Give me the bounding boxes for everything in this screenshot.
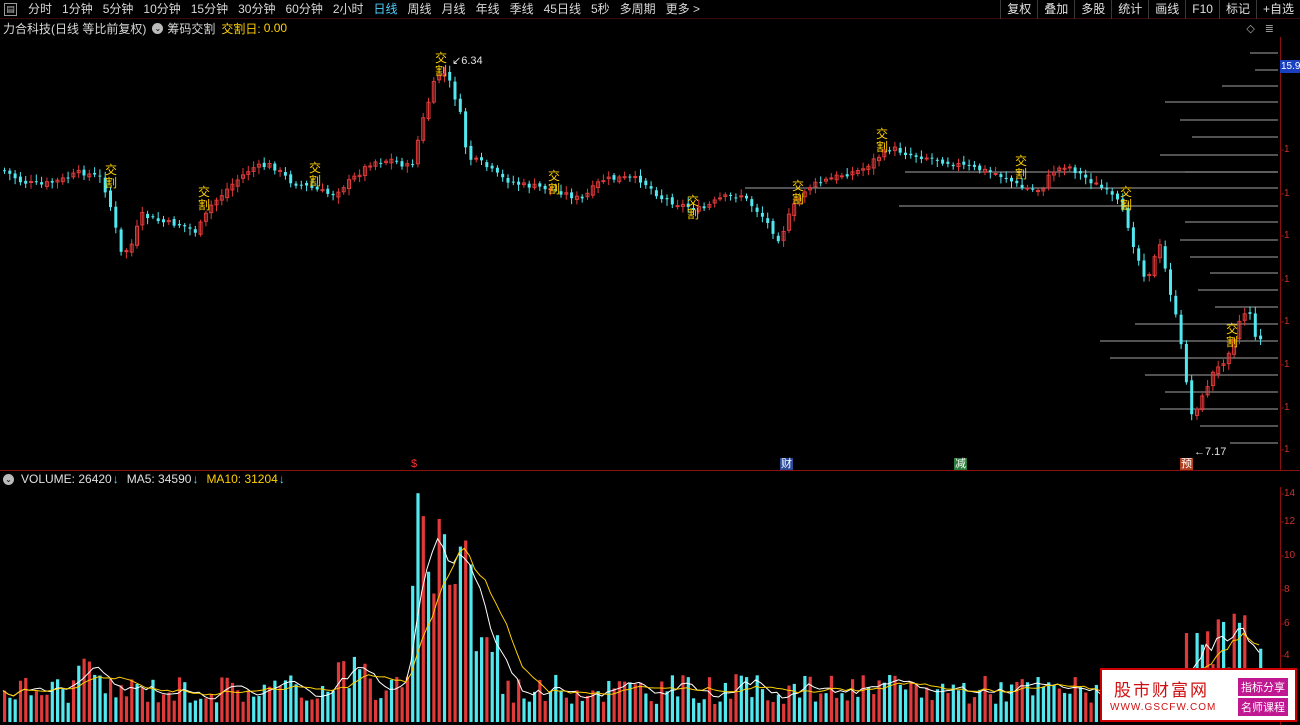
tool-button[interactable]: 叠加 [1037, 0, 1074, 19]
bars-icon[interactable]: ≣ [1264, 23, 1274, 35]
watermark-tag-courses: 名师课程 [1238, 698, 1288, 716]
signal-bottom-char: 割 [1014, 167, 1027, 181]
tool-button[interactable]: 统计 [1111, 0, 1148, 19]
signal-top-char: 交 [875, 127, 888, 141]
tool-button[interactable]: +自选 [1255, 0, 1300, 19]
volume-axis-line [1280, 487, 1281, 725]
period-tab[interactable]: 60分钟 [285, 1, 323, 16]
period-toolbar: ▤ 分时 1分钟 5分钟 10分钟 15分钟 30分钟 60分钟 2小时 日线 周线 月线 年线 季线 4… [0, 0, 1300, 19]
chart-corner-tools: ◇ ≣ [1246, 22, 1274, 35]
period-tab[interactable]: 45日线 [543, 1, 581, 16]
period-tab[interactable]: 更多 > [665, 1, 700, 16]
signal-bottom-char: 割 [308, 174, 321, 188]
ma10-value: MA10: 31204 [206, 472, 278, 486]
period-tab[interactable]: 2小时 [332, 1, 364, 16]
volume-axis-label: 14 [1284, 488, 1296, 499]
signal-top-char: 交 [197, 185, 210, 199]
panel-toggle-icon[interactable]: ▤ [4, 2, 17, 16]
ma5-value: MA5: 34590 [126, 472, 192, 486]
signal-top-char: 交 [686, 194, 699, 208]
period-tab[interactable]: 5分钟 [102, 1, 134, 16]
watermark-tag-indicators: 指标分享 [1238, 678, 1288, 696]
price-axis-label: 1 [1284, 230, 1290, 241]
signal-top-char: 交 [434, 51, 447, 65]
period-tab[interactable]: 日线 [373, 1, 398, 16]
arrow-down-icon: ↓ [278, 472, 285, 486]
price-axis-label: 1 [1284, 188, 1290, 199]
period-tab[interactable]: 季线 [509, 1, 534, 16]
period-tab[interactable]: 年线 [475, 1, 500, 16]
low-price-label: ←7.17 [1194, 446, 1227, 458]
period-tab[interactable]: 5秒 [590, 1, 610, 16]
arrow-down-icon: ↓ [192, 472, 199, 486]
volume-axis-label: 10 [1284, 550, 1296, 561]
signal-bottom-char: 割 [875, 140, 888, 154]
volume-axis-label: 6 [1284, 618, 1290, 629]
current-price-tag: 15.9 [1280, 60, 1300, 73]
high-price-label: ↙6.34 [452, 55, 483, 67]
indicator-value: 0.00 [263, 21, 288, 35]
signal-top-char: 交 [547, 169, 560, 183]
arrow-down-icon: ↓ [112, 472, 119, 486]
period-tab[interactable]: 15分钟 [190, 1, 229, 16]
signal-bottom-char: 割 [686, 207, 699, 221]
volume-value: VOLUME: 26420 [21, 472, 112, 486]
signal-bottom-char: 割 [1119, 198, 1132, 212]
signal-top-char: 交 [1225, 322, 1238, 336]
period-tab[interactable]: 10分钟 [143, 1, 181, 16]
tool-button[interactable]: 复权 [1000, 0, 1037, 19]
tool-button[interactable]: 多股 [1074, 0, 1111, 19]
event-marker-dividend[interactable]: $ [411, 458, 418, 470]
tool-button[interactable]: F10 [1185, 0, 1219, 19]
signal-top-char: 交 [308, 161, 321, 175]
signal-bottom-char: 割 [434, 64, 447, 78]
signal-bottom-char: 割 [104, 176, 117, 190]
signal-top-char: 交 [1119, 185, 1132, 199]
pane-divider [0, 470, 1300, 471]
chevron-down-icon[interactable]: ⌄ [3, 473, 14, 485]
event-marker-financial[interactable]: 财 [780, 458, 793, 470]
event-marker-forecast[interactable]: 预 [1180, 458, 1193, 470]
signal-bottom-char: 割 [197, 198, 210, 212]
signal-top-char: 交 [1014, 154, 1027, 168]
chevron-down-icon[interactable]: ⌄ [152, 22, 164, 34]
period-tab[interactable]: 月线 [441, 1, 466, 16]
volume-axis-label: 12 [1284, 516, 1296, 527]
event-marker-reduction[interactable]: 减 [954, 458, 967, 470]
volume-axis-label: 4 [1284, 650, 1290, 661]
price-axis-label: 1 [1284, 444, 1290, 455]
signal-bottom-char: 割 [1225, 335, 1238, 349]
signal-top-char: 交 [104, 163, 117, 177]
diamond-icon[interactable]: ◇ [1246, 23, 1255, 35]
volume-axis-label: 8 [1284, 584, 1290, 595]
volume-info-bar: ⌄ VOLUME: 26420 ↓ MA5: 34590 ↓ MA10: 31204… [0, 471, 285, 487]
indicator-key: 交割日: [221, 21, 261, 36]
period-tab[interactable]: 30分钟 [238, 1, 276, 16]
signal-bottom-char: 割 [791, 192, 804, 206]
chart-info-bar: 力合科技(日线 等比前复权) ⌄ 筹码交割 交割日: 0.00 [0, 19, 287, 37]
price-axis-label: 1 [1284, 359, 1290, 370]
price-axis-label: 1 [1284, 316, 1290, 327]
watermark-logo: 股市财富网 WWW.GSCFW.COM 指标分享 名师课程 [1100, 668, 1297, 722]
indicator-name[interactable]: 筹码交割 [167, 21, 216, 36]
price-axis-line [1280, 37, 1281, 470]
price-axis-label: 1 [1284, 144, 1290, 155]
tool-button[interactable]: 标记 [1218, 0, 1256, 19]
watermark-title: 股市财富网 [1114, 681, 1209, 701]
price-axis-label: 1 [1284, 402, 1290, 413]
period-tab[interactable]: 1分钟 [62, 1, 93, 16]
period-tab[interactable]: 分时 [28, 1, 53, 16]
period-tab[interactable]: 周线 [407, 1, 432, 16]
signal-bottom-char: 割 [547, 182, 560, 196]
stock-title: 力合科技(日线 等比前复权) [3, 21, 147, 36]
period-tab[interactable]: 多周期 [619, 1, 656, 16]
signal-top-char: 交 [791, 179, 804, 193]
price-axis-label: 1 [1284, 274, 1290, 285]
tool-button[interactable]: 画线 [1148, 0, 1185, 19]
watermark-url: WWW.GSCFW.COM [1110, 702, 1217, 713]
